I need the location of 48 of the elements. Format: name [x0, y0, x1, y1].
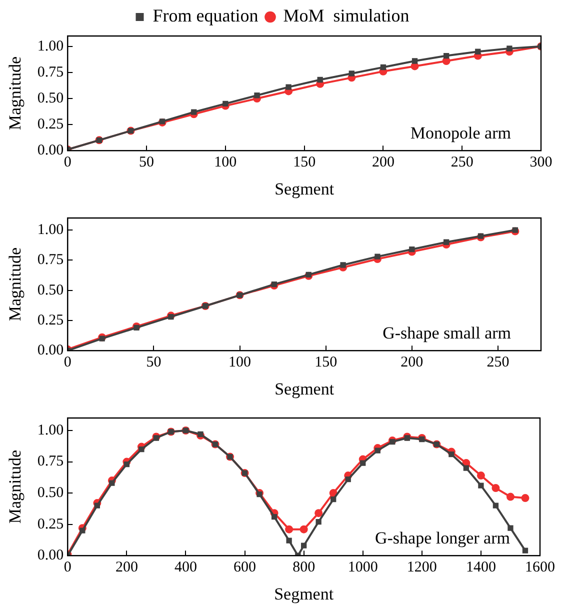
x-tick-label: 1200 — [406, 560, 437, 576]
x-axis-title: Segment — [274, 179, 334, 198]
x-tick-label: 200 — [115, 560, 138, 576]
y-axis-title: Magnitude — [6, 56, 25, 130]
y-tick-label: 1.00 — [37, 422, 64, 438]
y-tick-label: 0.75 — [37, 252, 64, 268]
x-tick-label: 600 — [234, 560, 256, 576]
x-tick-label: 50 — [146, 354, 162, 371]
x-tick-label: 200 — [372, 154, 394, 171]
y-tick-label: 0.00 — [37, 548, 64, 564]
x-tick-label: 150 — [293, 154, 316, 171]
annotation: G-shape small arm — [382, 324, 511, 343]
x-tick-label: 0 — [64, 154, 72, 171]
y-tick-label: 0.25 — [37, 312, 64, 328]
x-tick-label: 1400 — [466, 560, 496, 576]
x-axis-title: Segment — [274, 584, 334, 604]
x-tick-label: 100 — [214, 154, 237, 171]
x-tick-label: 1600 — [525, 560, 555, 576]
x-tick-label: 150 — [314, 354, 338, 371]
x-tick-label: 200 — [400, 354, 424, 371]
y-axis-title: Magnitude — [6, 247, 25, 322]
x-tick-label: 50 — [139, 154, 154, 171]
y-tick-label: 0.00 — [37, 142, 64, 159]
x-tick-label: 0 — [64, 354, 72, 371]
y-tick-label: 0.75 — [37, 454, 64, 470]
y-tick-label: 0.00 — [37, 342, 64, 359]
legend-label: MoM simulation — [283, 6, 410, 26]
y-tick-label: 0.50 — [37, 90, 64, 106]
y-tick-label: 0.75 — [37, 64, 64, 80]
x-tick-label: 300 — [530, 154, 552, 171]
x-tick-label: 1000 — [348, 560, 378, 576]
x-axis-title: Segment — [274, 379, 334, 398]
x-tick-label: 0 — [64, 560, 72, 576]
y-tick-label: 0.50 — [37, 282, 64, 298]
y-tick-label: 1.00 — [37, 38, 64, 54]
y-axis-title: Magnitude — [6, 450, 25, 524]
y-tick-label: 0.25 — [37, 116, 64, 132]
y-tick-label: 1.00 — [37, 222, 64, 238]
x-tick-label: 250 — [450, 154, 474, 171]
x-tick-label: 800 — [292, 560, 316, 576]
annotation: G-shape longer arm — [374, 528, 510, 548]
x-tick-label: 100 — [228, 354, 252, 371]
legend-label: From equation — [152, 6, 258, 26]
y-tick-label: 0.25 — [37, 516, 64, 532]
annotation: Monopole arm — [410, 124, 511, 143]
x-tick-label: 250 — [486, 354, 510, 371]
y-tick-label: 0.50 — [37, 484, 64, 501]
x-tick-label: 400 — [174, 560, 197, 576]
